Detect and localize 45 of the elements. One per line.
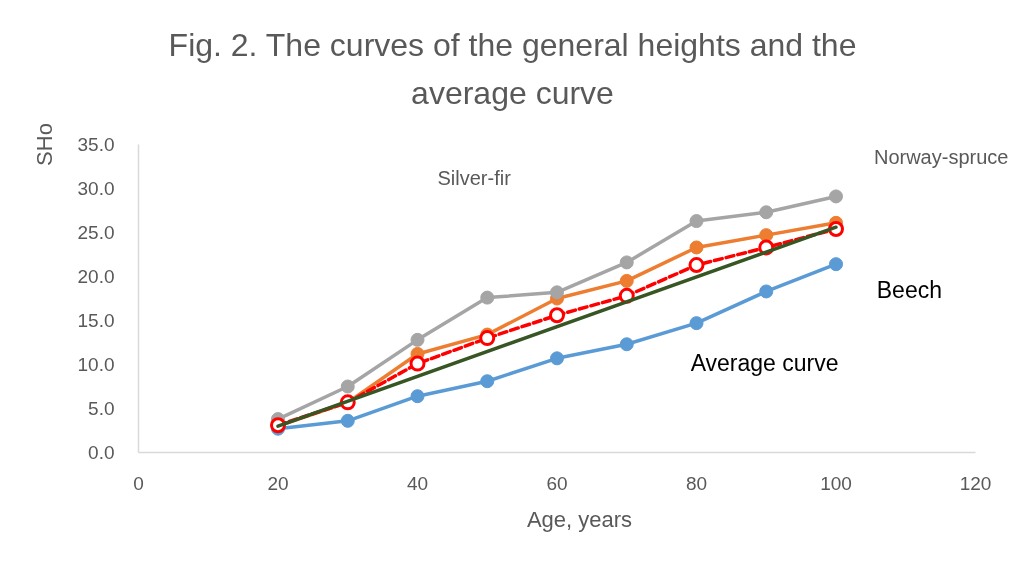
point [550,351,564,366]
point [550,285,564,300]
point [410,389,425,404]
point [619,337,634,352]
point [410,332,425,347]
point [619,255,634,270]
point [340,379,355,394]
y-tick-label: 0.0 [88,442,115,463]
point [759,284,774,299]
point [480,290,495,305]
point [689,240,704,255]
point [409,355,426,372]
annotation: Beech [876,276,942,303]
annotation: Norway-spruce [873,145,1009,168]
point [829,189,843,204]
point [479,330,496,347]
y-axis-title: SHo [31,123,57,166]
y-tick-label: 15.0 [77,310,115,331]
point [759,205,774,220]
point [619,273,634,288]
y-tick-label: 25.0 [77,222,115,243]
point [759,228,774,243]
x-tick-label: 40 [406,472,429,494]
x-tick-label: 0 [133,472,144,494]
x-tick-label: 120 [959,472,992,494]
x-axis-title: Age, years [526,506,633,532]
y-tick-label: 20.0 [77,266,115,287]
y-tick-label: 10.0 [77,354,115,375]
annotation: Silver-fir [437,167,512,190]
x-tick-label: 80 [685,472,708,494]
point [688,257,705,274]
point [340,413,355,428]
point [549,307,565,324]
y-tick-label: 30.0 [77,178,115,199]
annotation: Average curve [690,349,839,376]
point [480,374,495,389]
point [689,214,704,229]
x-tick-label: 60 [546,472,568,494]
point [689,316,704,331]
x-tick-label: 100 [820,472,852,494]
chart-title: Fig. 2. The curves of the general heights and the average curve [168,26,857,113]
point [829,257,843,272]
x-tick-label: 20 [267,472,289,494]
y-tick-label: 5.0 [88,398,115,419]
y-tick-label: 35.0 [77,134,115,155]
